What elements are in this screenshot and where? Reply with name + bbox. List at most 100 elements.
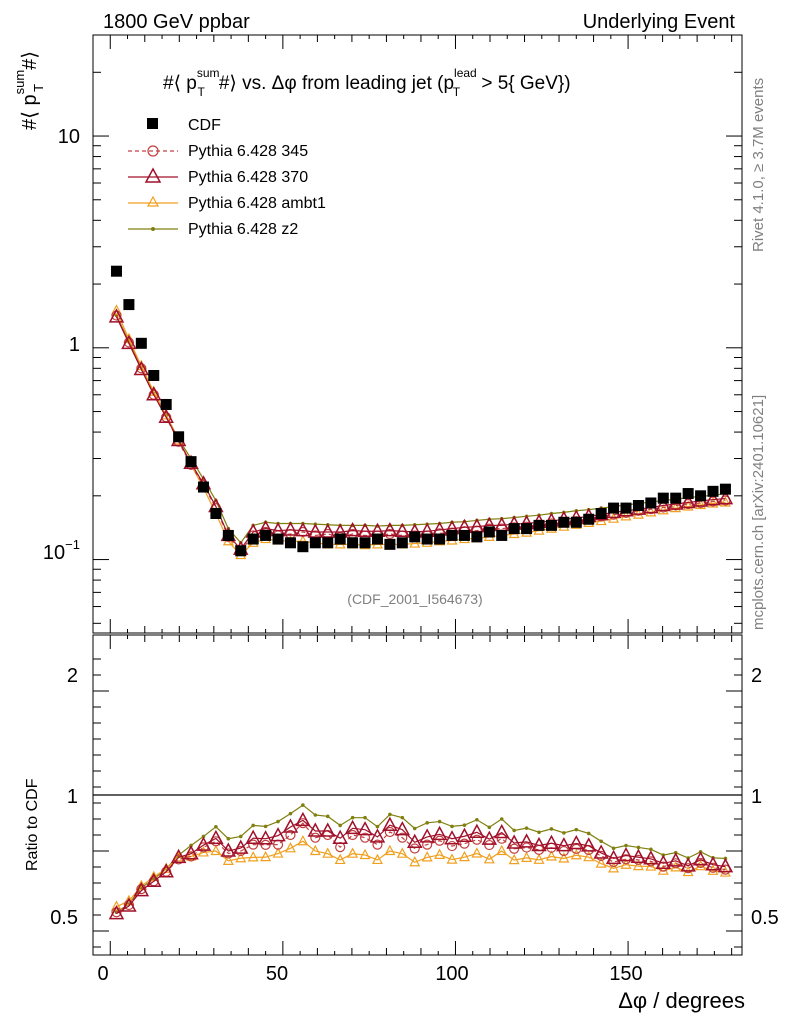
point-cdf-3 <box>148 369 160 381</box>
ratio-point-pythia-6-428-370-49 <box>717 858 734 873</box>
ratio-point-pythia-6-428-z2-42 <box>636 845 641 850</box>
point-cdf-24 <box>409 531 421 543</box>
ratio-point-pythia-6-428-z2-8 <box>214 824 218 829</box>
ratio-point-pythia-6-428-z2-38 <box>586 831 591 836</box>
ratio-point-pythia-6-428-ambt1-12 <box>260 850 272 862</box>
ratio-point-pythia-6-428-370-48 <box>705 856 721 871</box>
ratio-point-pythia-6-428-345-48 <box>707 862 719 873</box>
point-pythia-6-428-ambt1-0 <box>110 304 122 315</box>
point-cdf-16 <box>309 537 321 549</box>
ratio-line-pythia-6-428-ambt1 <box>116 840 726 908</box>
ratio-point-pythia-6-428-ambt1-28 <box>458 850 470 862</box>
ratio-point-pythia-6-428-ambt1-44 <box>657 864 669 875</box>
ratio-point-pythia-6-428-ambt1-39 <box>595 857 607 868</box>
point-cdf-11 <box>247 533 259 545</box>
ratio-point-pythia-6-428-ambt1-21 <box>371 853 383 865</box>
point-cdf-8 <box>210 508 222 520</box>
ratio-point-pythia-6-428-370-36 <box>556 837 572 852</box>
ratio-point-pythia-6-428-345-24 <box>409 843 420 854</box>
ratio-point-pythia-6-428-370-43 <box>643 850 659 865</box>
point-cdf-48 <box>707 485 719 497</box>
point-cdf-29 <box>471 531 483 543</box>
point-pythia-6-428-370-22 <box>382 522 398 537</box>
point-pythia-6-428-370-2 <box>133 360 150 376</box>
point-cdf-26 <box>434 533 446 545</box>
ratio-point-pythia-6-428-z2-7 <box>201 834 206 839</box>
point-pythia-6-428-ambt1-48 <box>707 497 719 508</box>
ratio-point-pythia-6-428-370-23 <box>394 821 411 836</box>
ratio-point-pythia-6-428-z2-20 <box>363 815 367 820</box>
point-pythia-6-428-345-22 <box>384 528 395 540</box>
point-cdf-37 <box>570 516 582 528</box>
ratio-point-pythia-6-428-370-34 <box>531 836 547 852</box>
x-tick-label-100: 100 <box>435 963 468 985</box>
ratio-point-pythia-6-428-z2-19 <box>350 815 355 820</box>
point-cdf-42 <box>632 500 644 512</box>
ratio-point-pythia-6-428-ambt1-3 <box>148 870 160 882</box>
ratio-point-pythia-6-428-370-5 <box>170 848 187 864</box>
ratio-point-pythia-6-428-z2-14 <box>288 811 293 816</box>
point-cdf-4 <box>160 398 172 410</box>
ratio-point-pythia-6-428-z2-27 <box>450 824 454 829</box>
ratio-point-pythia-6-428-ambt1-38 <box>583 850 595 862</box>
ratio-point-pythia-6-428-ambt1-34 <box>533 853 545 864</box>
ratio-point-pythia-6-428-z2-43 <box>649 847 653 852</box>
point-cdf-5 <box>173 431 185 443</box>
ratio-point-pythia-6-428-z2-23 <box>400 815 405 820</box>
ratio-point-pythia-6-428-z2-13 <box>276 819 280 824</box>
ratio-point-pythia-6-428-ambt1-29 <box>471 847 483 858</box>
ratio-point-pythia-6-428-z2-18 <box>338 823 342 828</box>
ratio-tick-label-0.5: 0.5 <box>50 907 78 929</box>
main-series-group <box>108 265 734 560</box>
legend-370-marker <box>144 167 162 183</box>
ratio-point-pythia-6-428-z2-26 <box>437 819 442 824</box>
ratio-line-pythia-6-428-z2 <box>116 804 726 913</box>
x-axis-label: Δφ / degrees <box>618 988 745 1013</box>
point-cdf-36 <box>558 516 570 528</box>
plot-title: #⟨ psum T #⟩ vs. Δφ from leading jet (plea… <box>163 66 571 99</box>
ratio-point-pythia-6-428-370-7 <box>195 836 212 851</box>
point-cdf-23 <box>396 537 408 549</box>
ratio-point-pythia-6-428-370-47 <box>692 851 709 866</box>
ratio-point-pythia-6-428-ambt1-19 <box>347 847 359 858</box>
ratio-point-pythia-6-428-ambt1-33 <box>521 851 533 862</box>
ratio-tick-label-1: 1 <box>67 786 78 808</box>
ratio-tick-label-right-1: 1 <box>751 786 762 808</box>
ratio-point-pythia-6-428-ambt1-6 <box>185 850 197 861</box>
ratio-point-pythia-6-428-370-22 <box>382 816 398 831</box>
ratio-point-pythia-6-428-ambt1-26 <box>434 848 446 859</box>
point-pythia-6-428-370-20 <box>357 522 373 538</box>
point-cdf-47 <box>695 490 707 502</box>
ratio-point-pythia-6-428-345-30 <box>484 839 495 851</box>
legend-z2-label: Pythia 6.428 z2 <box>188 221 298 238</box>
point-cdf-13 <box>272 533 284 545</box>
axis-ticks <box>93 34 742 955</box>
ratio-point-pythia-6-428-ambt1-37 <box>570 848 582 860</box>
y-tick-label-1: 1 <box>69 334 80 356</box>
ratio-point-pythia-6-428-345-21 <box>372 839 383 850</box>
point-cdf-10 <box>235 545 247 557</box>
ratio-point-pythia-6-428-z2-24 <box>412 826 417 831</box>
point-pythia-6-428-370-14 <box>282 521 299 536</box>
ratio-point-pythia-6-428-370-15 <box>295 811 311 827</box>
point-cdf-21 <box>371 533 383 545</box>
point-cdf-18 <box>334 533 346 545</box>
ratio-point-pythia-6-428-370-12 <box>257 830 274 845</box>
ratio-point-pythia-6-428-z2-16 <box>313 813 318 817</box>
ratio-point-pythia-6-428-ambt1-13 <box>272 847 284 858</box>
ratio-point-pythia-6-428-z2-12 <box>263 824 268 829</box>
ratio-point-pythia-6-428-z2-35 <box>549 827 554 831</box>
ratio-point-pythia-6-428-ambt1-40 <box>608 862 620 873</box>
point-pythia-6-428-345-1 <box>123 337 135 348</box>
ratio-point-pythia-6-428-370-8 <box>208 829 224 845</box>
ratio-point-pythia-6-428-370-44 <box>655 854 672 870</box>
point-cdf-45 <box>670 492 682 504</box>
point-pythia-6-428-370-44 <box>655 496 672 512</box>
ratio-point-pythia-6-428-345-20 <box>359 832 371 843</box>
ratio-point-pythia-6-428-z2-10 <box>238 834 243 839</box>
ratio-point-pythia-6-428-370-37 <box>568 834 585 850</box>
ratio-point-pythia-6-428-z2-22 <box>388 812 392 817</box>
ratio-line-pythia-6-428-370 <box>116 819 726 915</box>
ratio-point-pythia-6-428-z2-29 <box>475 817 479 822</box>
point-cdf-28 <box>458 529 470 541</box>
